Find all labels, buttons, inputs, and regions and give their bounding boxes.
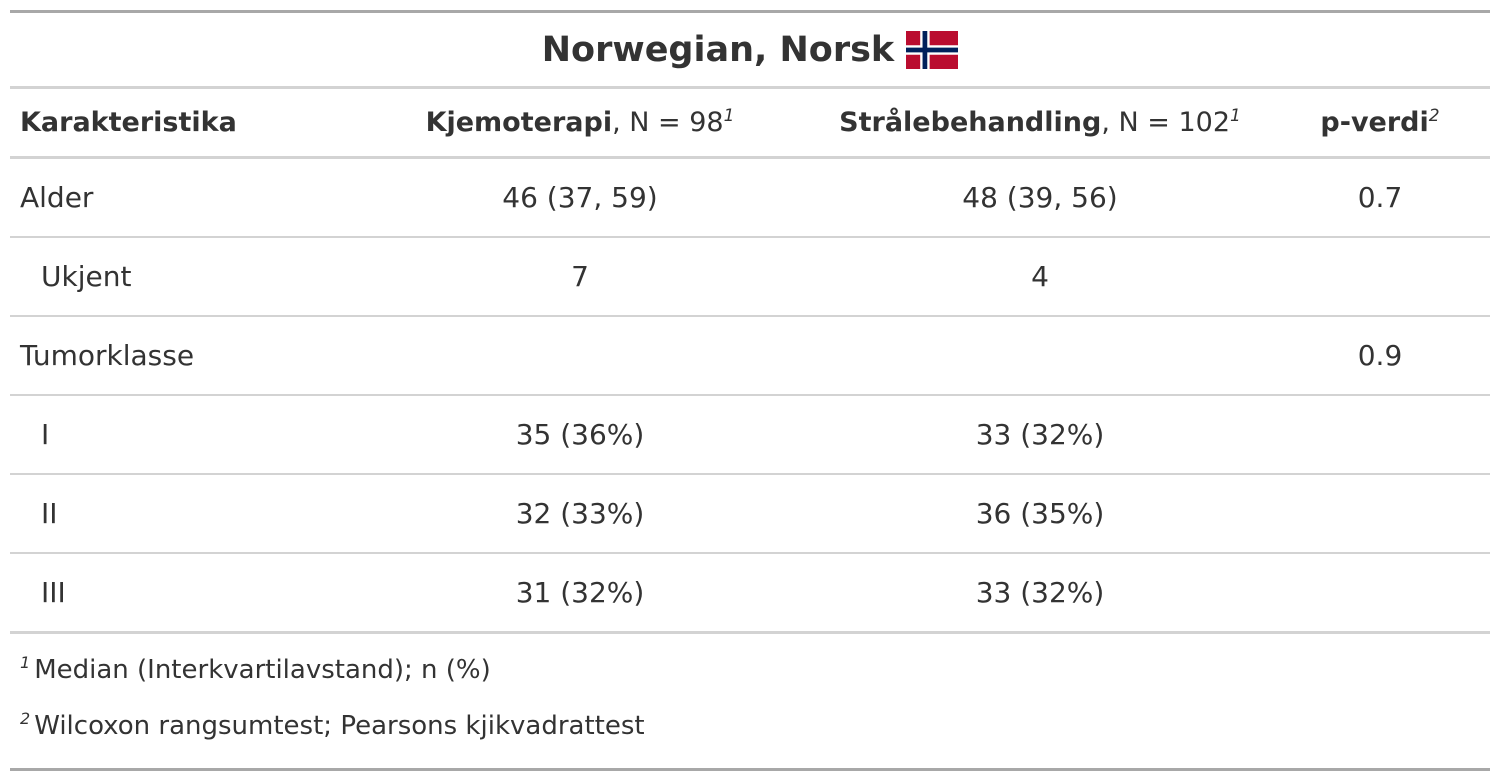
cell-chemo: 35 (36%) <box>350 395 810 475</box>
header-group-radiation: Strålebehandling, N = 1021 <box>810 89 1270 159</box>
cell-pvalue: 0.7 <box>1270 157 1490 238</box>
row-label: Tumorklasse <box>10 316 350 396</box>
row-label: II <box>10 474 350 554</box>
table-row: I 35 (36%) 33 (32%) <box>10 395 1490 475</box>
row-label: Ukjent <box>10 237 350 317</box>
cell-pvalue <box>1270 395 1490 475</box>
row-label: Alder <box>10 157 350 238</box>
table-row: Alder 46 (37, 59) 48 (39, 56) 0.7 <box>10 157 1490 238</box>
cell-pvalue: 0.9 <box>1270 316 1490 396</box>
cell-radiation: 4 <box>810 237 1270 317</box>
cell-chemo <box>350 316 810 396</box>
cell-chemo: 32 (33%) <box>350 474 810 554</box>
row-label: I <box>10 395 350 475</box>
cell-radiation: 48 (39, 56) <box>810 157 1270 238</box>
cell-pvalue <box>1270 474 1490 554</box>
table-footnotes: 1 Median (Interkvartilavstand); n (%) 2 Wi… <box>10 634 1490 768</box>
table-title-text: Norwegian, Norsk <box>541 29 895 70</box>
header-pvalue: p-verdi2 <box>1270 89 1490 159</box>
summary-table: Norwegian, Norsk Karakteristika Kjemoter… <box>10 10 1490 771</box>
cell-chemo: 31 (32%) <box>350 553 810 634</box>
characteristics-table: Karakteristika Kjemoterapi, N = 981 Strå… <box>10 89 1490 634</box>
header-row: Karakteristika Kjemoterapi, N = 981 Strå… <box>10 89 1490 159</box>
cell-pvalue <box>1270 237 1490 317</box>
table-title: Norwegian, Norsk <box>10 13 1490 89</box>
header-group-chemo: Kjemoterapi, N = 981 <box>350 89 810 159</box>
table-row: II 32 (33%) 36 (35%) <box>10 474 1490 554</box>
table-row: III 31 (32%) 33 (32%) <box>10 553 1490 634</box>
footnote: 1 Median (Interkvartilavstand); n (%) <box>20 653 491 685</box>
row-label: III <box>10 553 350 634</box>
norway-flag-icon <box>906 30 959 69</box>
footnote: 2 Wilcoxon rangsumtest; Pearsons kjikvadr… <box>20 709 645 741</box>
cell-chemo: 46 (37, 59) <box>350 157 810 238</box>
table-row: Ukjent 7 4 <box>10 237 1490 317</box>
cell-radiation: 36 (35%) <box>810 474 1270 554</box>
table-row: Tumorklasse 0.9 <box>10 316 1490 396</box>
cell-radiation <box>810 316 1270 396</box>
cell-pvalue <box>1270 553 1490 634</box>
header-characteristic: Karakteristika <box>10 89 350 159</box>
cell-radiation: 33 (32%) <box>810 395 1270 475</box>
cell-radiation: 33 (32%) <box>810 553 1270 634</box>
cell-chemo: 7 <box>350 237 810 317</box>
